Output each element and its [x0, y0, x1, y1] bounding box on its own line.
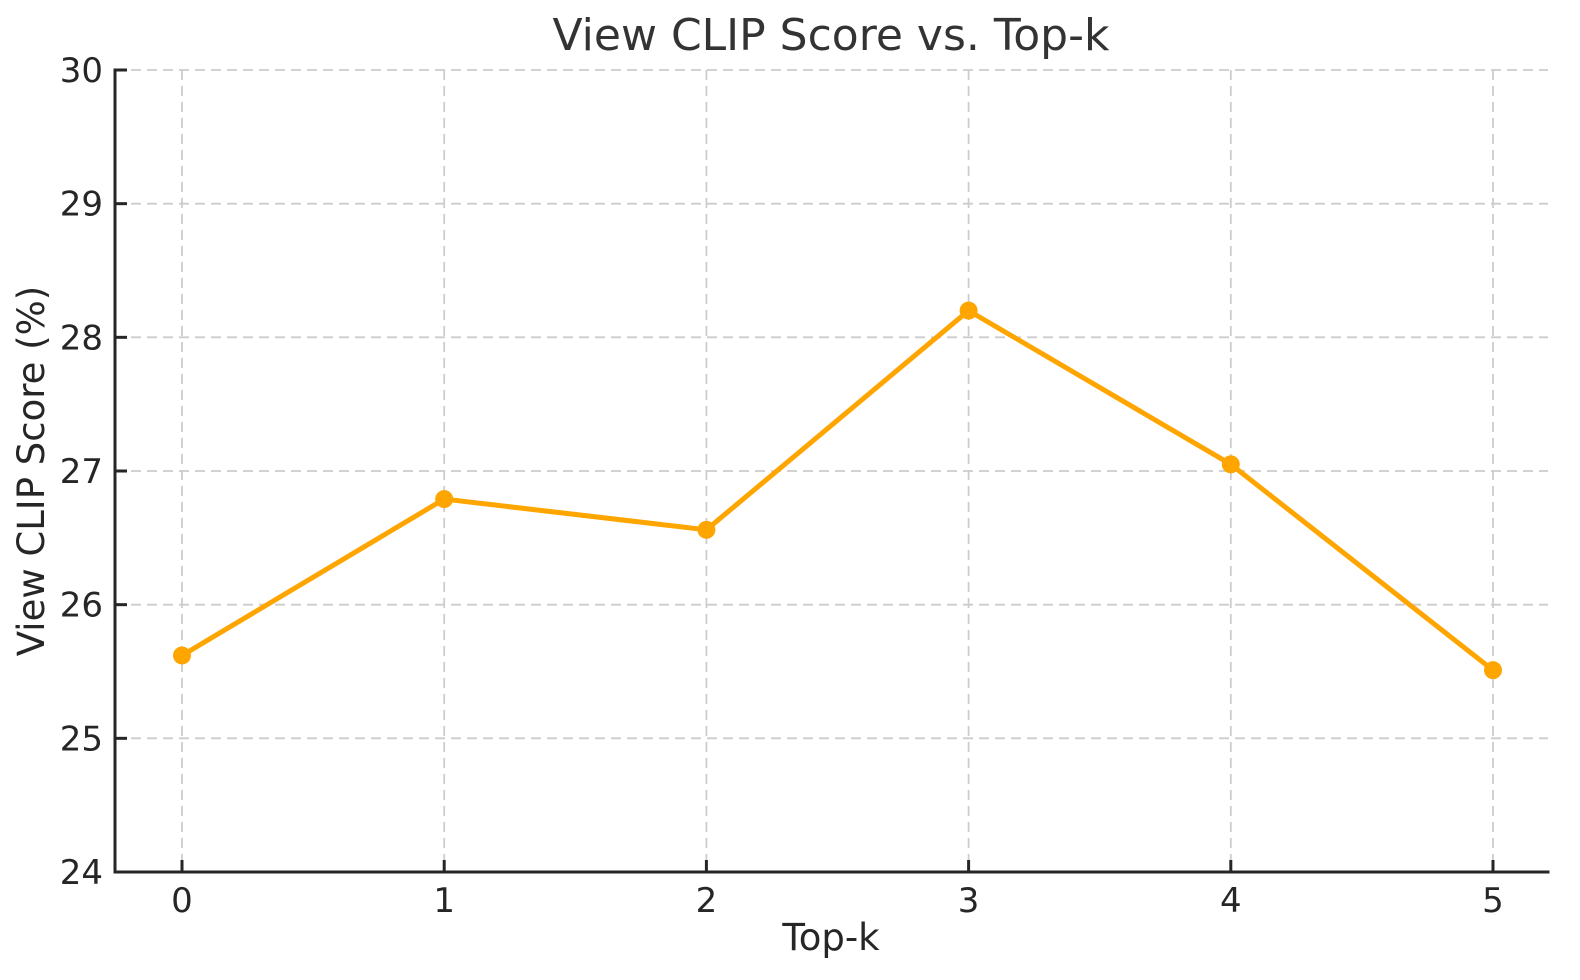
x-tick-label: 3	[958, 881, 980, 921]
x-tick-label: 0	[171, 881, 193, 921]
y-tick-label: 29	[60, 185, 103, 225]
y-tick-label: 28	[60, 318, 103, 358]
y-tick-label: 25	[60, 719, 103, 759]
data-series-layer	[173, 301, 1502, 680]
y-tick-label: 27	[60, 452, 103, 492]
x-tick-label: 5	[1482, 881, 1504, 921]
grid-layer	[115, 69, 1548, 873]
y-tick-label: 26	[60, 586, 103, 626]
data-point-marker	[1221, 455, 1240, 474]
x-tick-label: 2	[696, 881, 718, 921]
data-point-marker	[959, 301, 978, 320]
clip-score-line	[179, 308, 1496, 673]
y-tick-label: 24	[60, 853, 103, 893]
x-tick-label: 4	[1220, 881, 1242, 921]
y-tick-label: 30	[60, 51, 103, 91]
x-tick-label: 1	[433, 881, 455, 921]
data-point-marker	[1484, 661, 1502, 680]
axis-layer	[113, 68, 1550, 874]
data-point-marker	[697, 520, 716, 539]
x-axis-label: Top-k	[781, 916, 880, 959]
y-axis-label: View CLIP Score (%)	[10, 286, 53, 656]
data-point-marker	[173, 646, 191, 665]
tick-label-layer: 0 1 2 3 4 5 24 25 26 27 28 29 30	[60, 51, 1504, 921]
chart-title: View CLIP Score vs. Top-k	[553, 10, 1110, 61]
data-point-marker	[435, 490, 454, 509]
